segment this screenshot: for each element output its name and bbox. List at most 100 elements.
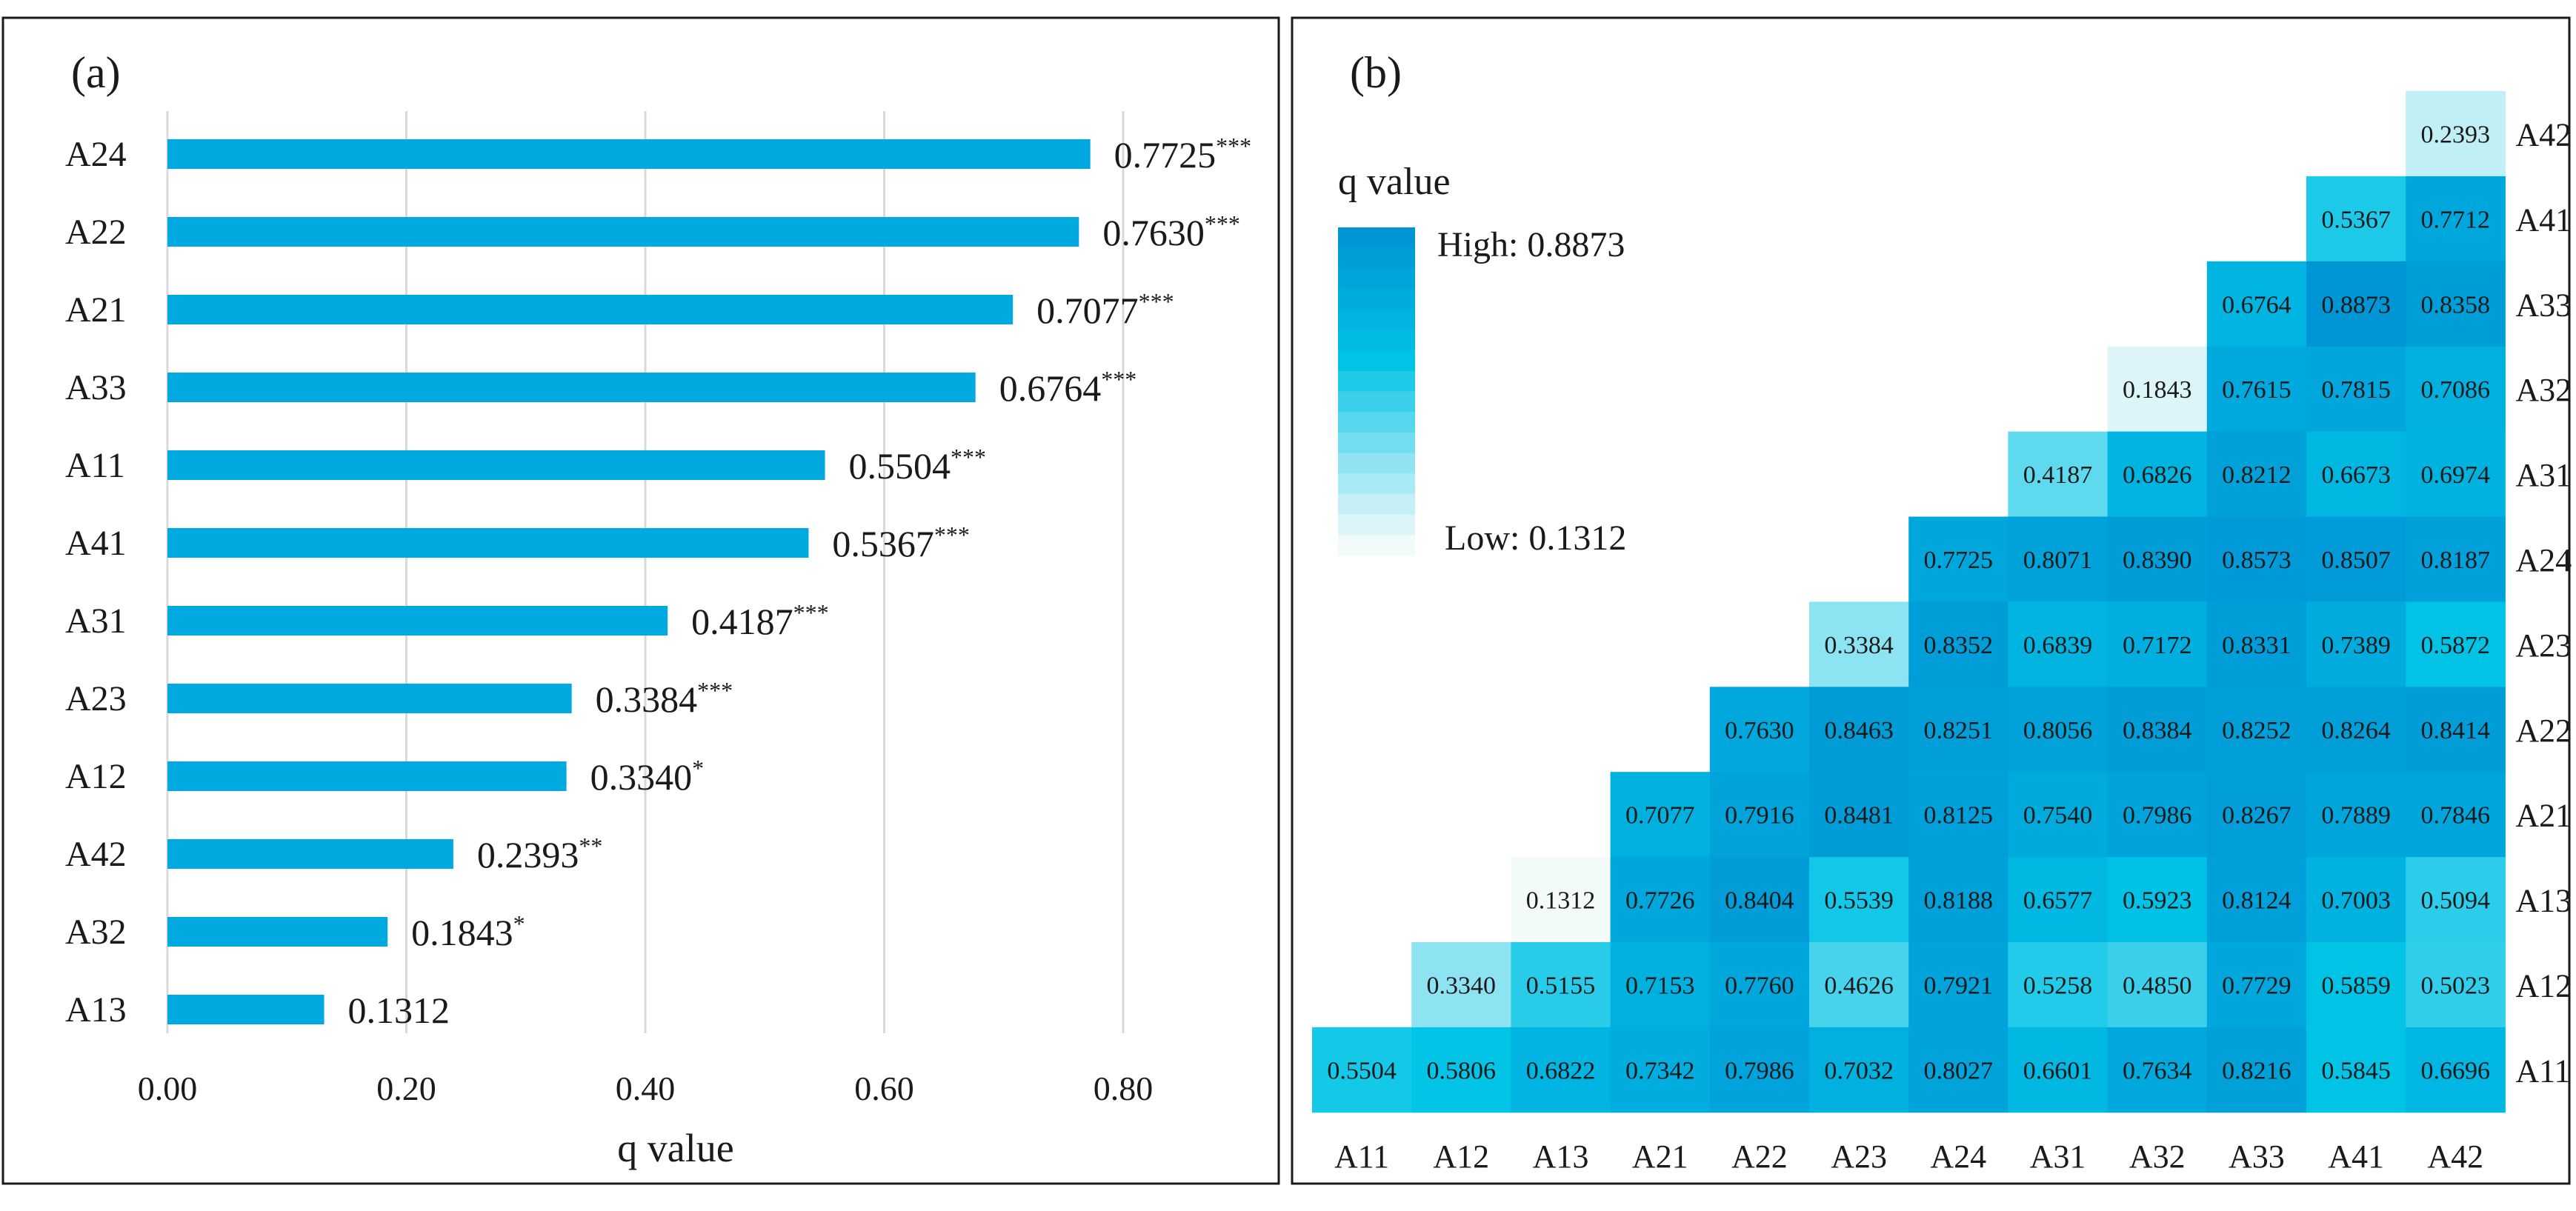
heat-x-label: A11 xyxy=(1334,1138,1389,1175)
y-tick-label: A22 xyxy=(65,213,127,252)
heat-cell xyxy=(2008,687,2109,773)
significance-mark: *** xyxy=(951,444,986,470)
y-tick-label: A24 xyxy=(65,135,127,174)
y-tick-label: A23 xyxy=(65,679,127,718)
heat-cell xyxy=(1511,942,1611,1028)
heat-cell xyxy=(2107,942,2208,1028)
heat-y-label: A42 xyxy=(2515,116,2572,153)
legend-swatch xyxy=(1338,330,1415,351)
significance-mark: ** xyxy=(579,833,602,859)
heat-cell-value: 0.6826 xyxy=(2123,461,2192,489)
heat-cell xyxy=(2406,261,2506,347)
heat-y-label: A11 xyxy=(2515,1052,2570,1089)
significance-mark: *** xyxy=(793,599,829,626)
y-tick-label: A42 xyxy=(65,835,127,874)
bar xyxy=(167,450,825,480)
data-label: 0.3340* xyxy=(590,755,705,798)
heat-cell xyxy=(2406,516,2506,602)
heat-cell xyxy=(2008,942,2109,1028)
bar xyxy=(167,606,668,635)
bar xyxy=(167,761,567,791)
bar xyxy=(167,917,388,947)
heat-cell xyxy=(2406,772,2506,858)
bar xyxy=(167,295,1014,324)
significance-mark: *** xyxy=(1216,133,1251,159)
legend-swatch xyxy=(1338,514,1415,536)
heat-cell-value: 0.7389 xyxy=(2321,632,2391,659)
y-tick-label: A12 xyxy=(65,757,127,796)
heat-cell-value: 0.7986 xyxy=(1725,1057,1794,1084)
heat-cell-value: 0.8481 xyxy=(1824,802,1894,830)
heat-cell xyxy=(1809,601,1909,687)
heat-cell xyxy=(2008,857,2109,943)
bar xyxy=(167,139,1091,169)
heat-cell xyxy=(1908,772,2008,858)
significance-mark: *** xyxy=(1139,288,1174,315)
heat-cell xyxy=(2406,687,2506,773)
heat-cell xyxy=(1809,687,1909,773)
heat-cell-value: 0.8071 xyxy=(2023,547,2093,574)
heat-cell xyxy=(2107,687,2208,773)
heat-cell xyxy=(2107,516,2208,602)
heat-cell xyxy=(2406,1027,2506,1113)
heat-cell-value: 0.8463 xyxy=(1824,717,1894,744)
significance-mark: *** xyxy=(1101,366,1136,393)
legend-swatch xyxy=(1338,473,1415,495)
heat-cell xyxy=(2306,431,2406,517)
data-label: 0.1312 xyxy=(348,990,450,1031)
data-label: 0.1843* xyxy=(411,910,525,953)
heat-cell xyxy=(2406,942,2506,1028)
heat-y-label: A41 xyxy=(2515,201,2572,238)
legend-swatch xyxy=(1338,247,1415,269)
heat-cell-value: 0.8187 xyxy=(2421,547,2491,574)
heat-cell-value: 0.5094 xyxy=(2421,887,2491,915)
heat-cell-value: 0.7153 xyxy=(1625,972,1695,999)
heat-cell-value: 0.5806 xyxy=(1427,1057,1497,1084)
heat-x-label: A12 xyxy=(1433,1138,1489,1175)
bar xyxy=(167,217,1079,247)
heat-y-label: A22 xyxy=(2515,713,2572,749)
panel-a-label: (a) xyxy=(71,48,121,97)
heat-cell xyxy=(1511,1027,1611,1113)
heat-x-label: A13 xyxy=(1533,1138,1589,1175)
heat-cell-value: 0.3384 xyxy=(1824,632,1894,659)
heat-cell xyxy=(2206,857,2307,943)
heat-cell xyxy=(1908,687,2008,773)
heat-cell xyxy=(2206,261,2307,347)
heat-cell xyxy=(1312,1027,1412,1113)
heat-cell-value: 0.7916 xyxy=(1725,802,1794,830)
heat-cell xyxy=(2306,346,2406,433)
heat-cell xyxy=(2406,346,2506,433)
heat-cell-value: 0.8124 xyxy=(2222,887,2292,915)
heat-y-label: A32 xyxy=(2515,372,2572,408)
heat-cell xyxy=(1908,516,2008,602)
y-tick-label: A41 xyxy=(65,524,127,563)
heat-cell-value: 0.8384 xyxy=(2123,717,2192,744)
heat-cell xyxy=(1709,1027,1810,1113)
heat-cell-value: 0.7630 xyxy=(1725,717,1794,744)
heat-cell xyxy=(1709,687,1810,773)
heat-cell xyxy=(1709,772,1810,858)
heat-cell xyxy=(1908,942,2008,1028)
heat-cell xyxy=(1411,942,1511,1028)
heat-cell xyxy=(2306,942,2406,1028)
heat-cell-value: 0.7726 xyxy=(1625,887,1695,915)
heat-x-label: A24 xyxy=(1930,1138,1986,1175)
heat-cell-value: 0.8125 xyxy=(1924,802,1994,830)
heat-cell-value: 0.8251 xyxy=(1924,717,1994,744)
legend-swatch xyxy=(1338,370,1415,392)
significance-mark: * xyxy=(692,755,704,781)
x-tick-label: 0.80 xyxy=(1094,1070,1154,1107)
heat-cell-value: 0.4187 xyxy=(2023,461,2093,489)
heat-cell xyxy=(2306,261,2406,347)
heat-cell-value: 0.8331 xyxy=(2222,632,2292,659)
heat-cell-value: 0.1312 xyxy=(1526,887,1596,915)
heat-cell-value: 0.5367 xyxy=(2321,206,2391,233)
bar xyxy=(167,995,325,1024)
heat-cell xyxy=(1610,1027,1711,1113)
bar xyxy=(167,684,572,713)
legend-swatch xyxy=(1338,535,1415,556)
heat-cell-value: 0.5539 xyxy=(1824,887,1894,915)
y-tick-label: A11 xyxy=(65,446,125,485)
